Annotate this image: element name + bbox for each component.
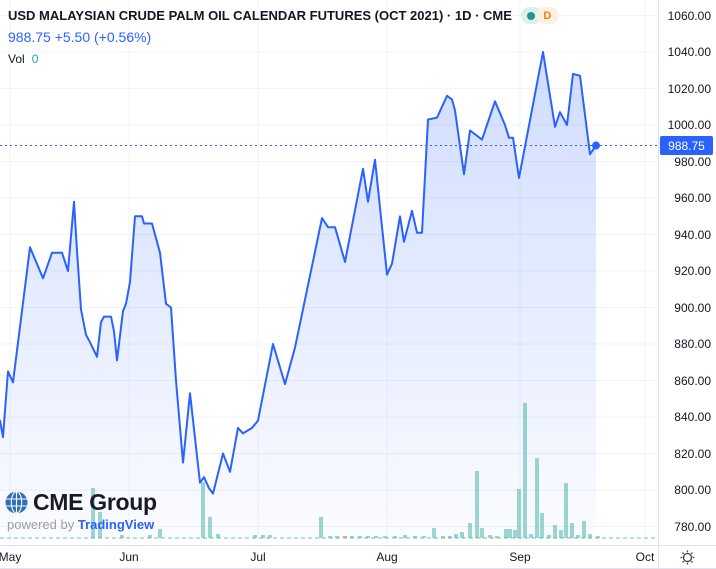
y-axis-label: 1060.00 <box>667 8 711 23</box>
interval-badge[interactable]: D <box>535 7 559 24</box>
y-axis-label: 820.00 <box>674 446 711 461</box>
x-axis-label: May <box>0 550 22 564</box>
price-line-series <box>0 51 597 495</box>
volume-label: Vol <box>8 52 25 66</box>
price-chart-svg[interactable] <box>0 0 658 545</box>
time-axis-settings-button[interactable] <box>658 545 716 568</box>
y-axis-label: 1020.00 <box>667 81 711 96</box>
last-price-axis-badge: 988.75 <box>660 136 713 156</box>
gear-icon <box>680 550 695 564</box>
x-axis-label: Jun <box>119 550 139 564</box>
tradingview-link[interactable]: TradingView <box>77 517 155 532</box>
cme-globe-icon <box>5 491 28 514</box>
time-axis[interactable]: May Jun Jul Aug Sep Oct <box>0 545 658 568</box>
x-axis-label: Oct <box>635 550 655 564</box>
volume-value: 0 <box>31 52 39 66</box>
y-axis-label: 920.00 <box>674 264 711 278</box>
volume-bars <box>91 403 600 538</box>
y-axis-label: 1000.00 <box>667 118 711 132</box>
y-axis-label: 1040.00 <box>667 45 711 59</box>
volume-row: Vol 0 <box>8 52 559 66</box>
y-axis-label: 780.00 <box>674 519 711 534</box>
y-axis-label: 960.00 <box>674 191 711 205</box>
price-axis[interactable]: 988.75 780.00 800.00 820.00 840.00 860.00 880… <box>658 0 716 545</box>
cme-group-brand-text: CME Group <box>33 489 157 515</box>
y-axis-label: 900.00 <box>674 300 711 315</box>
chart-legend: USD MALAYSIAN CRUDE PALM OIL CALENDAR FU… <box>8 7 559 66</box>
y-axis-label: 800.00 <box>674 483 711 497</box>
y-axis-label: 940.00 <box>674 227 711 242</box>
cme-group-watermark: CME Group powered by TradingView <box>5 489 157 532</box>
chart-canvas[interactable] <box>0 0 658 545</box>
price-area-fill <box>0 52 596 538</box>
x-axis-label: Aug <box>376 550 398 564</box>
y-axis-label: 880.00 <box>674 337 711 351</box>
last-price-marker <box>592 141 600 150</box>
status-interval-badge: D <box>520 7 559 24</box>
y-axis-label: 840.00 <box>674 410 711 424</box>
powered-by-label: powered by <box>7 517 75 532</box>
symbol-title: USD MALAYSIAN CRUDE PALM OIL CALENDAR FU… <box>8 8 512 23</box>
y-axis-label: 980.00 <box>674 154 711 169</box>
x-axis-label: Sep <box>509 550 531 564</box>
connection-status-dot-icon <box>527 11 536 20</box>
y-axis-label: 860.00 <box>674 373 711 388</box>
x-axis-label: Jul <box>250 550 266 564</box>
last-price-change: 988.75 +5.50 (+0.56%) <box>8 29 152 45</box>
